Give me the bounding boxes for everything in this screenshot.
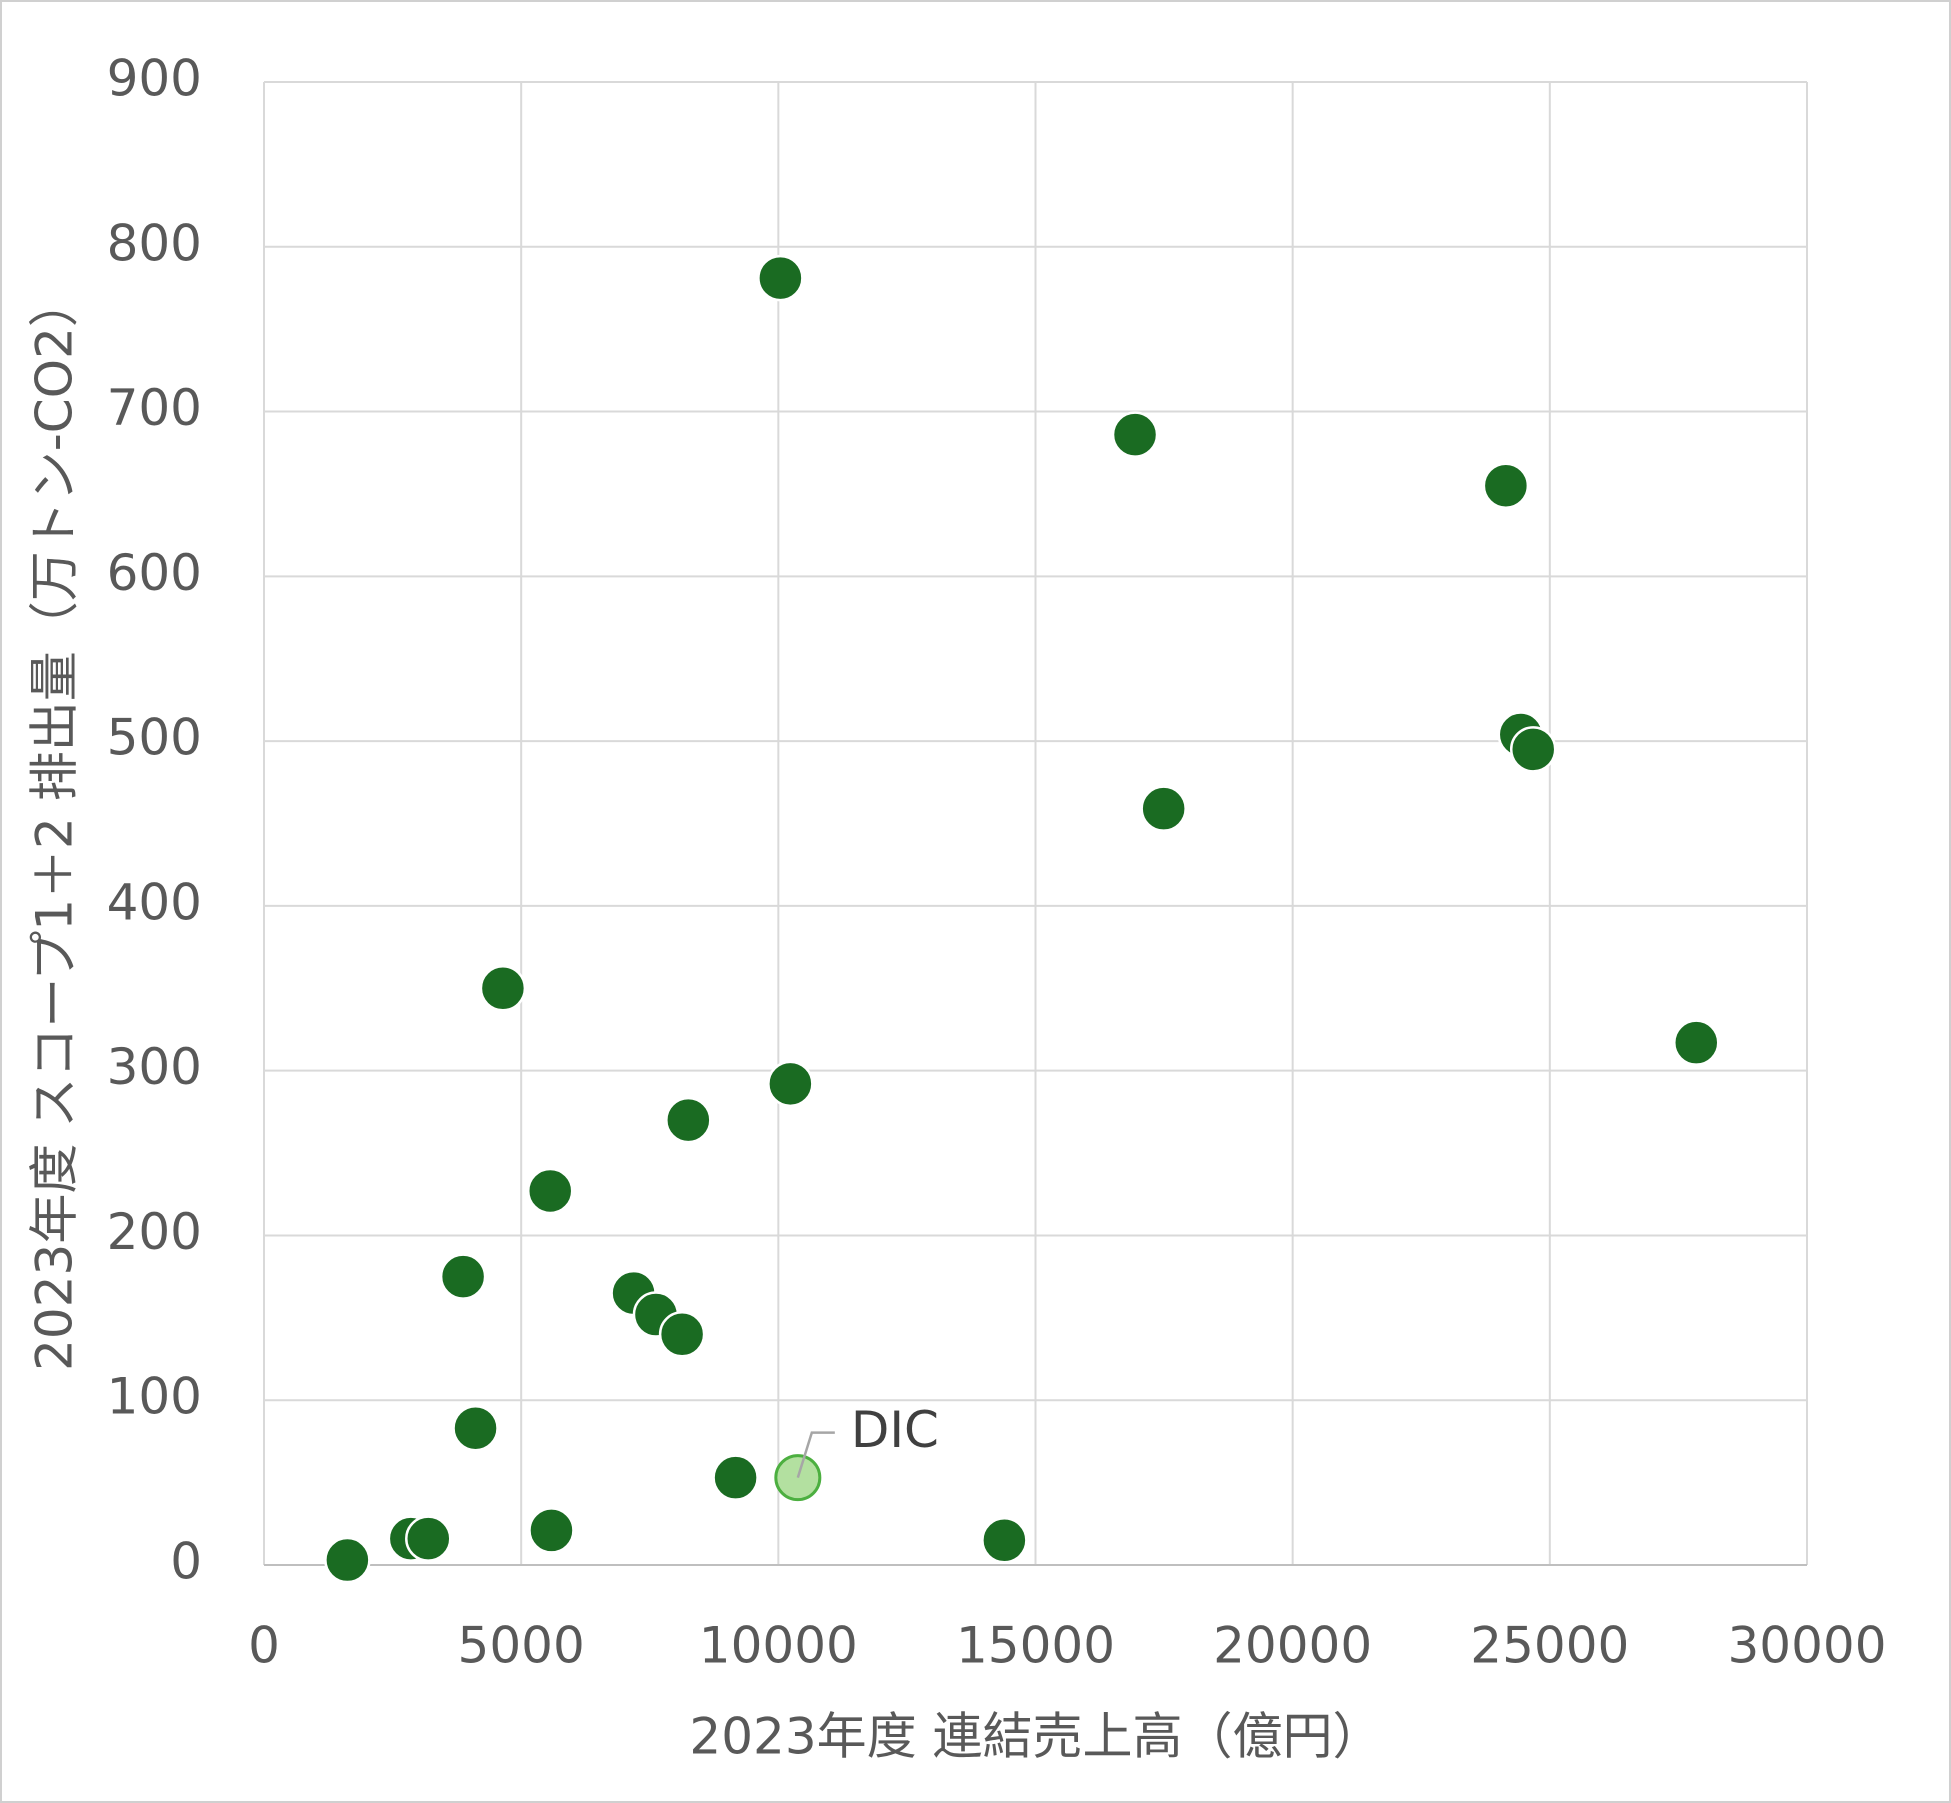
data-point <box>324 1536 371 1584</box>
data-point <box>528 1507 575 1554</box>
y-tick-label: 300 <box>107 1038 202 1096</box>
x-tick-label: 5000 <box>458 1617 585 1675</box>
data-point <box>1673 1019 1720 1066</box>
y-tick-label: 200 <box>107 1203 202 1261</box>
y-tick-label: 500 <box>107 709 202 767</box>
data-label: DIC <box>851 1401 939 1459</box>
data-point <box>1140 785 1187 832</box>
data-point <box>665 1096 712 1144</box>
y-tick-label: 600 <box>107 544 202 602</box>
y-tick-label: 400 <box>107 873 202 931</box>
y-axis-title: 2023年度 スコープ1＋2 排出量（万トン-CO2） <box>26 277 84 1371</box>
data-point <box>712 1454 759 1501</box>
data-point <box>981 1517 1028 1564</box>
data-point <box>767 1060 814 1108</box>
y-tick-label: 900 <box>107 50 202 108</box>
x-tick-label: 30000 <box>1727 1617 1886 1675</box>
data-point <box>439 1253 487 1300</box>
leader-line <box>796 1431 835 1479</box>
data-point <box>479 965 527 1012</box>
data-point <box>526 1167 574 1215</box>
y-tick-label: 700 <box>107 379 202 437</box>
y-tick-label: 800 <box>107 214 202 272</box>
x-tick-label: 10000 <box>699 1617 858 1675</box>
data-point <box>1509 726 1557 773</box>
data-point <box>1482 462 1530 509</box>
data-point <box>658 1311 706 1358</box>
x-tick-label: 15000 <box>956 1617 1115 1675</box>
y-tick-label: 0 <box>170 1533 202 1591</box>
x-tick-label: 20000 <box>1213 1617 1372 1675</box>
data-point <box>1111 411 1159 458</box>
data-point <box>405 1515 452 1562</box>
x-axis-title: 2023年度 連結売上高（億円） <box>689 1708 1382 1766</box>
y-tick-label: 100 <box>107 1368 202 1426</box>
data-point <box>757 254 804 302</box>
data-point <box>452 1404 499 1452</box>
x-tick-label: 0 <box>248 1617 280 1675</box>
x-tick-label: 25000 <box>1470 1617 1629 1675</box>
